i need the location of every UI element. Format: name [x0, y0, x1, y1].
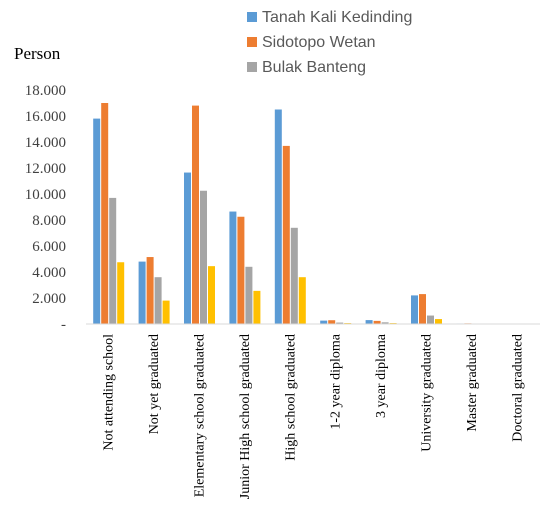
- legend: Tanah Kali Kedinding Sidotopo Wetan Bulak …: [247, 9, 412, 76]
- bar: [299, 277, 306, 324]
- y-tick-label: 8.000: [32, 213, 66, 229]
- bar: [184, 173, 191, 324]
- legend-label: Tanah Kali Kedinding: [262, 9, 412, 26]
- y-tick-label: 6.000: [32, 239, 66, 255]
- bar: [229, 212, 236, 324]
- bar: [237, 217, 244, 324]
- bar: [275, 110, 282, 325]
- x-tick-label: High school graduated: [283, 334, 298, 461]
- x-tick-label: Master graduated: [465, 334, 480, 432]
- bar: [253, 291, 260, 324]
- bar: [283, 146, 290, 324]
- y-tick-label: 14.000: [25, 135, 66, 151]
- bar: [101, 103, 108, 324]
- x-tick-label: Junior High school graduated: [238, 334, 253, 499]
- bar: [366, 320, 373, 324]
- bar: [320, 321, 327, 324]
- bar: [117, 262, 124, 324]
- y-tick-label: 12.000: [25, 161, 66, 177]
- bar: [411, 295, 418, 324]
- x-tick-label: Not yet graduated: [147, 334, 162, 434]
- bar: [155, 277, 162, 324]
- bar: [208, 266, 215, 324]
- x-axis-labels: Not attending school Not yet graduated Ele…: [102, 333, 526, 499]
- bar: [93, 119, 100, 324]
- bar: [109, 198, 116, 324]
- bar: [435, 319, 442, 324]
- y-axis-label: Person: [14, 44, 61, 63]
- x-tick-label: Not attending school: [102, 334, 117, 451]
- y-tick-label: -: [61, 317, 66, 333]
- bar: [291, 228, 298, 324]
- y-tick-label: 16.000: [25, 109, 66, 125]
- x-tick-label: 1-2 year diploma: [329, 333, 344, 429]
- bars: [93, 103, 533, 324]
- y-tick-label: 2.000: [32, 291, 66, 307]
- legend-swatch: [247, 62, 257, 72]
- x-tick-label: Doctoral graduated: [510, 334, 525, 442]
- x-tick-label: 3 year diploma: [374, 333, 389, 418]
- y-tick-label: 10.000: [25, 187, 66, 203]
- bar: [192, 106, 199, 324]
- legend-swatch: [247, 37, 257, 47]
- x-tick-label: Elementary school graduated: [193, 334, 208, 497]
- y-tick-label: 4.000: [32, 265, 66, 281]
- legend-label: Sidotopo Wetan: [262, 34, 376, 51]
- legend-label: Bulak Banteng: [262, 59, 366, 76]
- y-axis-ticks: - 2.000 4.000 6.000 8.000 10.000 12.000 14.000 1…: [25, 83, 66, 333]
- bar: [147, 257, 154, 324]
- bar: [163, 301, 170, 324]
- bar: [245, 267, 252, 324]
- bar: [427, 316, 434, 324]
- y-tick-label: 18.000: [25, 83, 66, 99]
- x-tick-label: University graduated: [420, 334, 435, 452]
- bar: [419, 294, 426, 324]
- bar: [328, 320, 335, 324]
- legend-swatch: [247, 12, 257, 22]
- bar: [200, 191, 207, 324]
- bar: [139, 262, 146, 324]
